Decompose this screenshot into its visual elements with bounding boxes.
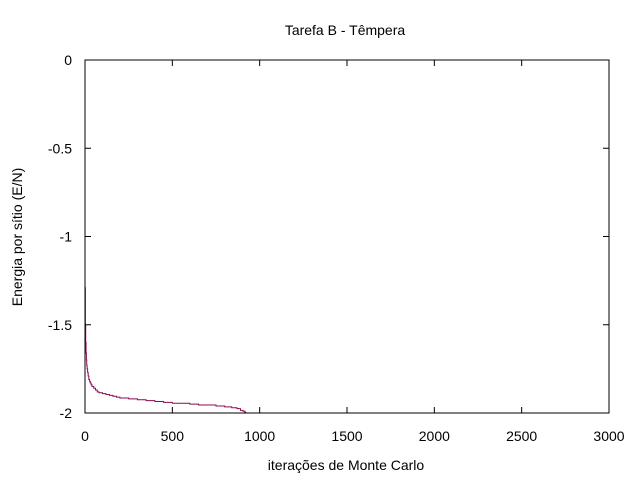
x-tick-label: 3000 (593, 428, 624, 444)
x-tick-labels: 0 500 1000 1500 2000 2500 3000 (81, 428, 625, 444)
y-axis-label: Energia por sítio (E/N) (9, 168, 25, 307)
x-tick-label: 500 (161, 428, 185, 444)
x-tick-label: 0 (81, 428, 89, 444)
y-tick-label: -2 (60, 405, 73, 421)
y-tick-label: -0.5 (48, 140, 72, 156)
x-tick-label: 2000 (419, 428, 450, 444)
y-tick-label: -1 (60, 229, 73, 245)
series-line (84, 287, 247, 413)
plot-frame (84, 59, 610, 414)
plot-area (84, 287, 247, 413)
x-tick-label: 1500 (331, 428, 362, 444)
y-tick-labels: 0 -0.5 -1 -1.5 -2 (48, 52, 72, 421)
y-tick-label: -1.5 (48, 317, 72, 333)
x-axis-label: iterações de Monte Carlo (268, 457, 425, 473)
chart-title: Tarefa B - Têmpera (285, 22, 406, 38)
x-tick-label: 1000 (244, 428, 275, 444)
y-tick-label: 0 (64, 52, 72, 68)
x-tick-label: 2500 (506, 428, 537, 444)
